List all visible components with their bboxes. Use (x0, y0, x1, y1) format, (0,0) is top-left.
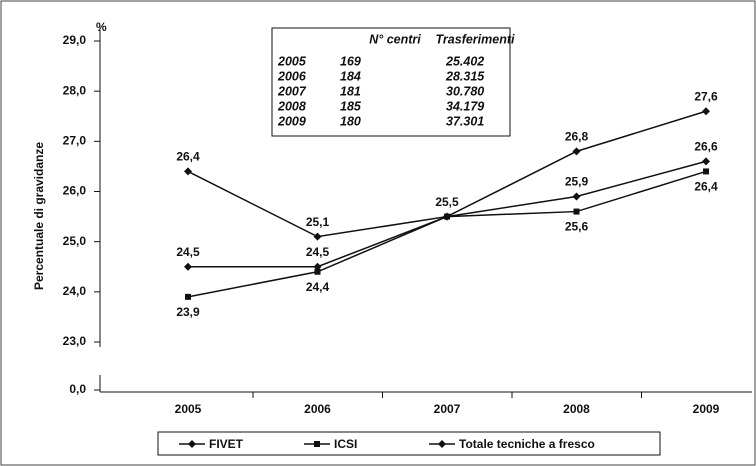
table-cell: 169 (340, 54, 361, 68)
table-header: N° centri (369, 32, 421, 46)
table-cell: 180 (340, 114, 361, 128)
data-label: 26,4 (694, 180, 718, 194)
table-cell: 2008 (277, 99, 306, 113)
data-label: 26,8 (565, 130, 589, 144)
y-tick-label: 29,0 (63, 33, 87, 47)
y-tick-label: 23,0 (63, 334, 87, 348)
info-table (271, 27, 511, 137)
legend-marker (188, 440, 196, 448)
y-tick-label: 27,0 (63, 134, 87, 148)
data-label: 27,6 (694, 89, 718, 103)
data-point (184, 167, 192, 176)
x-tick-label: 2005 (175, 402, 202, 416)
table-cell: 30.780 (446, 84, 484, 98)
data-label: 24,5 (176, 245, 200, 259)
table-cell: 2006 (277, 69, 307, 83)
data-point (703, 168, 709, 175)
data-label: 26,6 (694, 140, 718, 154)
y-tick-label: 25,0 (63, 234, 87, 248)
table-cell: 184 (340, 69, 361, 83)
data-point (572, 192, 581, 201)
data-point (314, 268, 321, 275)
x-tick-label: 2007 (434, 402, 461, 416)
x-tick-label: 2008 (563, 402, 590, 416)
table-cell: 2009 (277, 114, 306, 128)
table-header: Trasferimenti (436, 32, 515, 46)
table-cell: 185 (340, 99, 362, 113)
data-label: 25,9 (565, 175, 589, 189)
legend-label: Totale tecniche a fresco (459, 437, 595, 451)
table-cell: 25.402 (445, 54, 484, 68)
data-point (572, 147, 581, 156)
data-label: 25,6 (565, 220, 589, 234)
data-point (184, 262, 192, 271)
table-cell: 28.315 (445, 69, 485, 83)
y-tick-label: 24,0 (63, 284, 87, 298)
x-tick-label: 2009 (693, 402, 720, 416)
data-label: 26,4 (176, 150, 200, 164)
table-cell: 37.301 (446, 114, 484, 128)
y-tick-label: 0,0 (69, 382, 86, 396)
y-unit: % (96, 20, 107, 34)
data-point (313, 262, 322, 271)
legend-label: FIVET (209, 437, 244, 451)
legend (157, 431, 661, 456)
data-label: 24,5 (306, 245, 330, 259)
data-point (702, 107, 710, 116)
data-point (702, 157, 710, 166)
table-cell: 34.179 (446, 99, 484, 113)
y-tick-label: 28,0 (63, 83, 87, 97)
y-axis-label: Percentuale di gravidanze (32, 142, 46, 290)
table-cell: 181 (340, 84, 361, 98)
y-tick-label: 26,0 (63, 184, 87, 198)
data-point (443, 212, 451, 221)
x-tick-label: 2006 (304, 402, 331, 416)
data-label: 23,9 (176, 305, 200, 319)
data-point (313, 232, 322, 241)
data-label: 25,5 (435, 195, 459, 209)
data-label: 24,4 (306, 280, 330, 294)
table-cell: 2005 (277, 54, 307, 68)
table-cell: 2007 (277, 84, 307, 98)
legend-marker (438, 440, 446, 448)
legend-label: ICSI (334, 437, 357, 451)
data-point (573, 208, 580, 215)
data-label: 25,1 (306, 215, 330, 229)
data-point (185, 293, 191, 300)
legend-marker (314, 441, 320, 447)
